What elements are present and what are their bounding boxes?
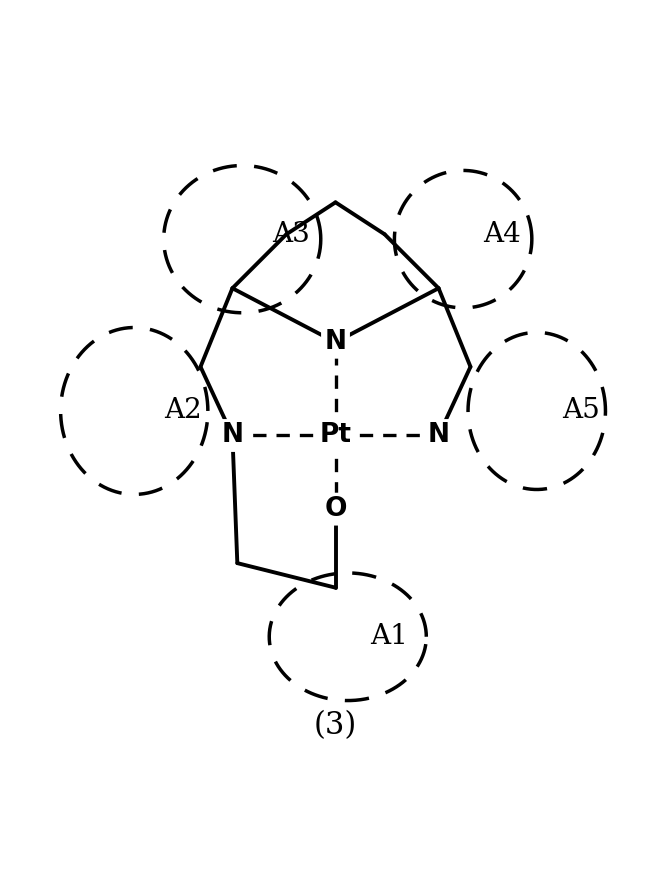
Text: N: N xyxy=(325,329,346,355)
Text: O: O xyxy=(324,496,347,522)
Text: A5: A5 xyxy=(562,397,600,424)
Text: A1: A1 xyxy=(370,624,409,651)
Text: A3: A3 xyxy=(272,220,310,247)
Text: (3): (3) xyxy=(314,710,357,740)
Text: Pt: Pt xyxy=(319,422,352,449)
Text: A4: A4 xyxy=(484,220,521,247)
Text: A2: A2 xyxy=(164,397,202,424)
Text: N: N xyxy=(427,422,450,449)
Text: N: N xyxy=(221,422,244,449)
